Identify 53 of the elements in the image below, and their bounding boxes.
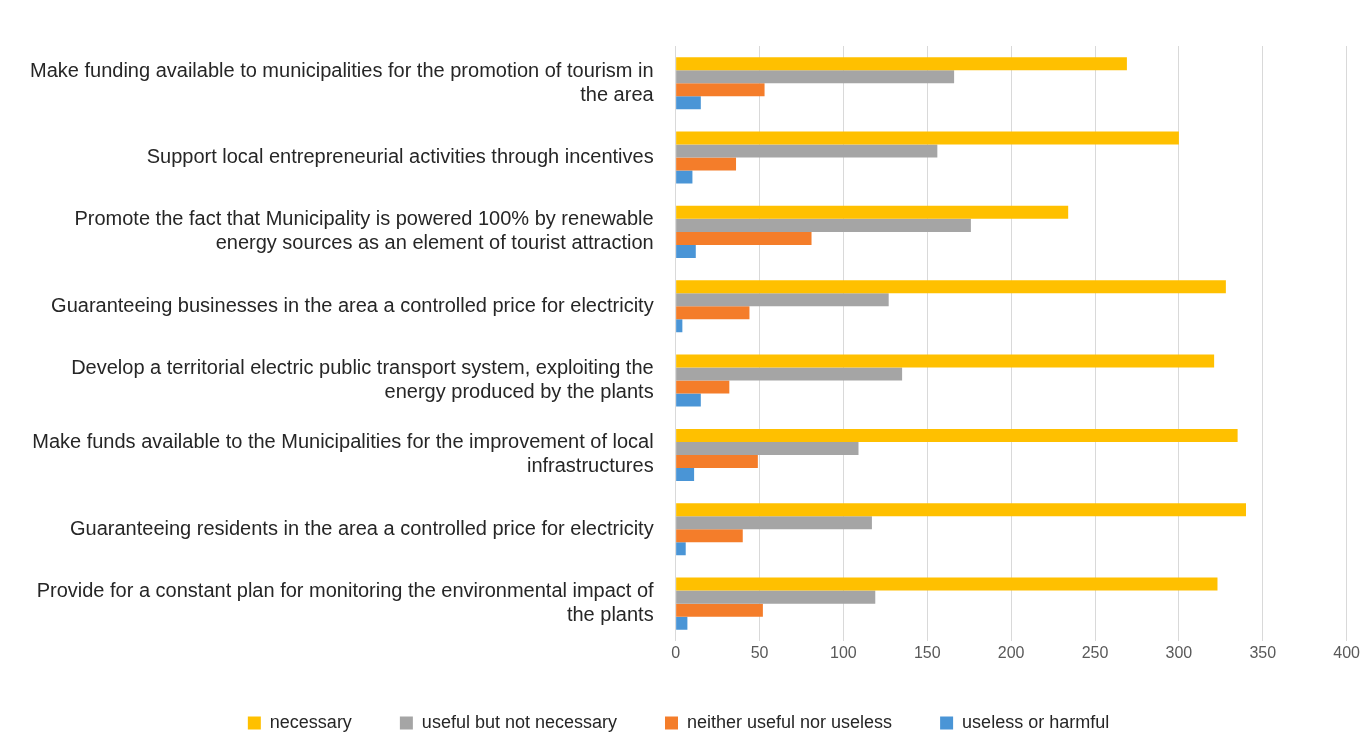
- bar: [676, 603, 763, 617]
- bar: [676, 428, 1238, 442]
- bar: [676, 367, 903, 381]
- y-tick-label: Guaranteeing residents in the area a controlled price for electricity: [70, 516, 654, 539]
- bar: [676, 503, 1246, 517]
- legend-label: useful but not necessary: [421, 711, 617, 732]
- x-tick-label: 250: [1081, 643, 1109, 661]
- x-tick-label: 100: [830, 643, 857, 661]
- y-tick-label: Guaranteeing businesses in the area a controlled price for electricity: [51, 293, 654, 316]
- x-tick-label: 50: [750, 643, 769, 661]
- bar: [676, 454, 758, 468]
- bar: [676, 280, 1226, 294]
- bar: [676, 306, 750, 320]
- bar: [676, 529, 743, 543]
- bar: [676, 319, 683, 333]
- bar: [676, 96, 701, 110]
- bar: [676, 577, 1218, 591]
- x-tick-label: 0: [671, 643, 681, 661]
- y-tick-label: Promote the fact that Municipality is powered 100% by renewable energy sources as an element of tourist attraction: [74, 207, 654, 254]
- bar: [676, 57, 1127, 71]
- bar: [676, 205, 1069, 219]
- x-tick-label: 400: [1333, 643, 1361, 661]
- bar: [676, 441, 859, 455]
- x-tick-label: 150: [913, 643, 941, 661]
- bar: [676, 380, 730, 394]
- bar: [676, 616, 688, 630]
- bar: [676, 170, 693, 184]
- x-tick-label: 350: [1249, 643, 1277, 661]
- y-tick-label: Make funding available to municipalities for the promotion of tourism in the area: [30, 58, 655, 105]
- bar: [676, 293, 889, 307]
- bar: [676, 393, 701, 407]
- bar: [676, 244, 696, 258]
- x-tick-label: 300: [1165, 643, 1193, 661]
- bar: [676, 218, 971, 232]
- bar: [676, 70, 955, 84]
- bar: [676, 467, 695, 481]
- bar: [676, 590, 876, 604]
- bar: [676, 131, 1179, 145]
- bar: [676, 157, 737, 171]
- bar: [676, 144, 938, 158]
- bar: [676, 516, 872, 530]
- y-tick-label: Develop a territorial electric public transport system, exploiting the energy produced by the plants: [71, 356, 654, 403]
- y-tick-label: Support local entrepreneurial activities through incentives: [146, 145, 654, 168]
- bar: [676, 231, 812, 245]
- legend-label: neither useful nor useless: [686, 711, 893, 732]
- x-tick-label: 200: [997, 643, 1025, 661]
- y-tick-label: Provide for a constant plan for monitoring the environmental impact of the plants: [36, 579, 655, 626]
- bar: [676, 83, 765, 97]
- bar: [676, 542, 686, 556]
- legend-label: useless or harmful: [962, 711, 1110, 732]
- bar: [676, 354, 1215, 368]
- legend-label: necessary: [269, 711, 352, 732]
- y-tick-label: Make funds available to the Municipalities for the improvement of local infrastructures: [32, 430, 654, 477]
